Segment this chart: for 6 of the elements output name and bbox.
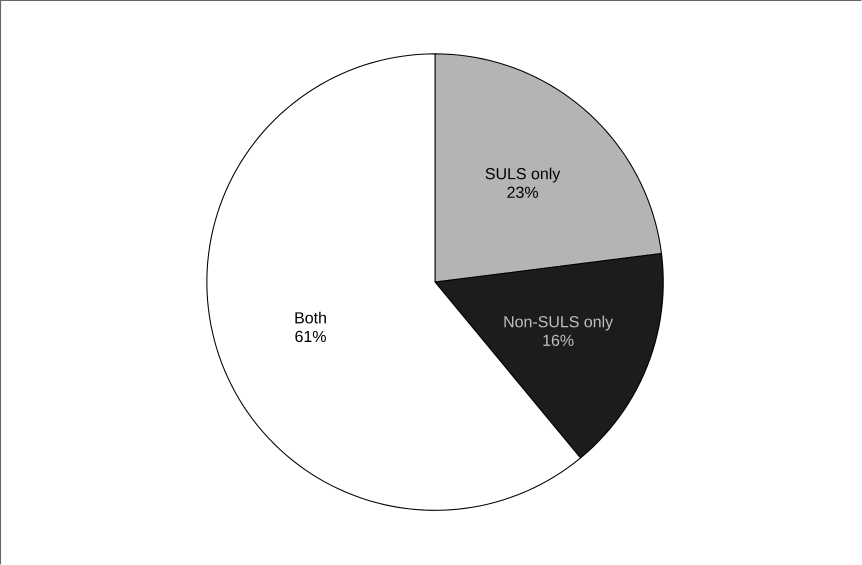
- slice-label: Both: [295, 312, 326, 324]
- data-label: 16%: [543, 334, 574, 346]
- data-label: 61%: [295, 330, 326, 342]
- slice-label: SULS only: [486, 168, 560, 183]
- slice-label: Non-SULS only: [504, 316, 614, 331]
- data-label: 23%: [507, 186, 538, 198]
